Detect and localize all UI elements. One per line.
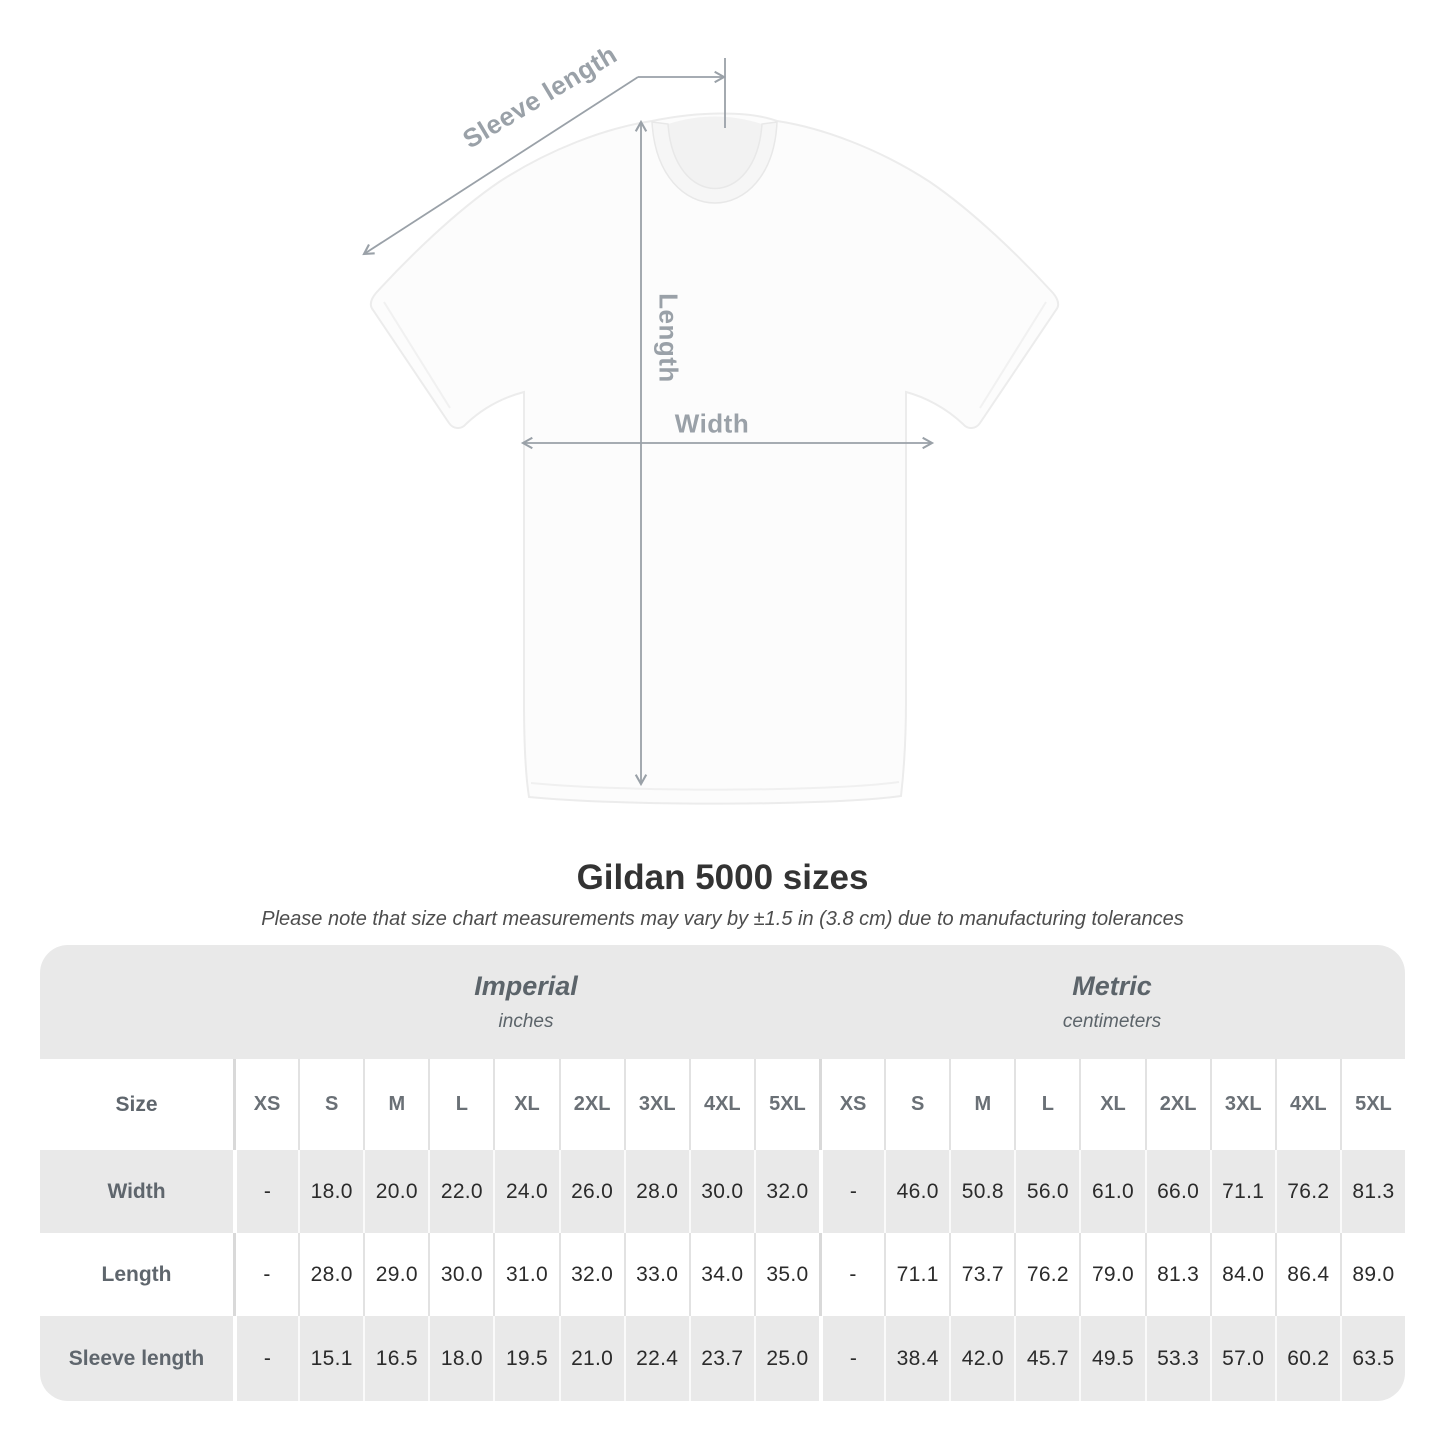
metric-label: Metric (1072, 971, 1152, 1001)
value-cell: 21.0 (558, 1316, 624, 1401)
size-col-header: 4XL (1274, 1059, 1340, 1150)
size-col-header: 5XL (1339, 1059, 1405, 1150)
band-spacer (40, 945, 233, 1059)
size-col-header: XS (233, 1059, 299, 1150)
size-col-header: 3XL (1209, 1059, 1275, 1150)
tshirt-diagram-svg (362, 58, 1060, 805)
size-col-header: M (363, 1059, 429, 1150)
value-cell: 25.0 (753, 1316, 819, 1401)
size-col-header: XL (493, 1059, 559, 1150)
size-col-header: XS (819, 1059, 885, 1150)
collar-opening (668, 116, 762, 189)
value-cell: 73.7 (949, 1233, 1015, 1316)
size-col-header: 2XL (558, 1059, 624, 1150)
value-cell: 57.0 (1209, 1316, 1275, 1401)
value-cell: 86.4 (1274, 1233, 1340, 1316)
value-cell: 71.1 (884, 1233, 950, 1316)
measurement-lines (362, 58, 935, 787)
width-label: Width (674, 408, 750, 439)
value-cell: 31.0 (493, 1233, 559, 1316)
value-cell: 81.3 (1339, 1150, 1405, 1233)
value-cell: 24.0 (493, 1150, 559, 1233)
value-cell: 76.2 (1274, 1150, 1340, 1233)
value-cell: 50.8 (949, 1150, 1015, 1233)
tolerance-note: Please note that size chart measurements… (261, 908, 1184, 930)
size-col-header: 2XL (1144, 1059, 1210, 1150)
value-cell: - (233, 1150, 299, 1233)
size-col-header: S (298, 1059, 364, 1150)
value-cell: 30.0 (688, 1150, 754, 1233)
value-cell: 76.2 (1014, 1233, 1080, 1316)
value-cell: 32.0 (558, 1233, 624, 1316)
imperial-label: Imperial (474, 971, 578, 1001)
value-cell: 60.2 (1274, 1316, 1340, 1401)
value-cell: - (233, 1233, 299, 1316)
value-cell: 53.3 (1144, 1316, 1210, 1401)
value-cell: - (233, 1316, 299, 1401)
value-cell: 29.0 (363, 1233, 429, 1316)
size-col-header: 5XL (753, 1059, 819, 1150)
value-cell: 22.4 (623, 1316, 689, 1401)
size-col-header: L (428, 1059, 494, 1150)
value-cell: 18.0 (428, 1316, 494, 1401)
value-cell: 89.0 (1339, 1233, 1405, 1316)
value-cell: - (819, 1316, 885, 1401)
value-cell: 22.0 (428, 1150, 494, 1233)
value-cell: 46.0 (884, 1150, 950, 1233)
length-label: Length (653, 293, 684, 383)
value-cell: 26.0 (558, 1150, 624, 1233)
row-label-length: Length (40, 1233, 233, 1316)
value-cell: 32.0 (753, 1150, 819, 1233)
value-cell: 63.5 (1339, 1316, 1405, 1401)
value-cell: 30.0 (428, 1233, 494, 1316)
value-cell: 45.7 (1014, 1316, 1080, 1401)
imperial-unit: inches (498, 1011, 554, 1032)
value-cell: 19.5 (493, 1316, 559, 1401)
metric-unit: centimeters (1062, 1011, 1162, 1032)
value-cell: 18.0 (298, 1150, 364, 1233)
value-cell: 49.5 (1079, 1316, 1145, 1401)
collar-band (651, 121, 778, 204)
size-col-header: 3XL (623, 1059, 689, 1150)
value-cell: 34.0 (688, 1233, 754, 1316)
metric-group-header: Metric centimeters (819, 945, 1405, 1059)
value-cell: 28.0 (298, 1233, 364, 1316)
value-cell: 81.3 (1144, 1233, 1210, 1316)
size-column-label: Size (40, 1059, 233, 1150)
value-cell: 66.0 (1144, 1150, 1210, 1233)
value-cell: 33.0 (623, 1233, 689, 1316)
value-cell: - (819, 1233, 885, 1316)
value-cell: - (819, 1150, 885, 1233)
imperial-group-header: Imperial inches (233, 945, 819, 1059)
value-cell: 35.0 (753, 1233, 819, 1316)
value-cell: 16.5 (363, 1316, 429, 1401)
value-cell: 79.0 (1079, 1233, 1145, 1316)
size-col-header: M (949, 1059, 1015, 1150)
value-cell: 84.0 (1209, 1233, 1275, 1316)
value-cell: 71.1 (1209, 1150, 1275, 1233)
value-cell: 23.7 (688, 1316, 754, 1401)
value-cell: 42.0 (949, 1316, 1015, 1401)
value-cell: 28.0 (623, 1150, 689, 1233)
size-col-header: XL (1079, 1059, 1145, 1150)
value-cell: 15.1 (298, 1316, 364, 1401)
value-cell: 61.0 (1079, 1150, 1145, 1233)
row-label-width: Width (40, 1150, 233, 1233)
size-col-header: L (1014, 1059, 1080, 1150)
row-label-sleeve-length: Sleeve length (40, 1316, 233, 1401)
size-chart-table: Imperial inches Metric centimeters Size … (40, 945, 1405, 1401)
value-cell: 56.0 (1014, 1150, 1080, 1233)
sleeve-diagonal-arrow (362, 76, 639, 256)
value-cell: 20.0 (363, 1150, 429, 1233)
value-cell: 38.4 (884, 1316, 950, 1401)
size-col-header: 4XL (688, 1059, 754, 1150)
page-title: Gildan 5000 sizes (576, 858, 869, 897)
size-col-header: S (884, 1059, 950, 1150)
tshirt-image (369, 112, 1060, 805)
tshirt-measurement-diagram: Sleeve length Length Width (362, 39, 1060, 805)
